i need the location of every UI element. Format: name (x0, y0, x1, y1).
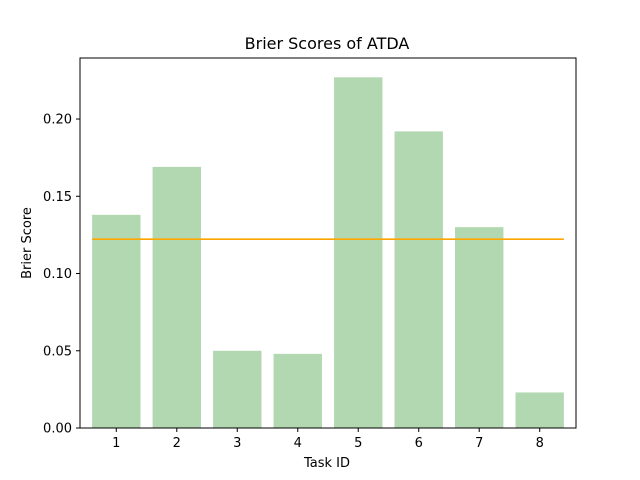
x-tick-label: 1 (112, 436, 120, 451)
y-tick-label: 0.15 (43, 190, 72, 205)
x-tick-label: 6 (415, 436, 423, 451)
axes-frame (79, 57, 577, 429)
chart-title: Brier Scores of ATDA (245, 34, 410, 53)
bar-task-6 (394, 131, 443, 428)
x-axis-ticks: 1 2 3 4 5 6 7 8 (112, 428, 544, 451)
y-axis-ticks: 0.00 0.05 0.10 0.15 0.20 (43, 113, 80, 437)
bar-task-7 (455, 227, 504, 428)
bar-task-3 (213, 350, 262, 428)
x-tick-label: 8 (536, 436, 544, 451)
x-tick-label: 3 (233, 436, 241, 451)
bar-task-8 (515, 392, 564, 428)
x-tick-label: 5 (354, 436, 362, 451)
x-axis-label: Task ID (303, 456, 350, 471)
bar-task-5 (334, 77, 383, 428)
y-tick-label: 0.00 (43, 422, 72, 437)
y-tick-label: 0.10 (43, 267, 72, 282)
x-tick-label: 7 (475, 436, 483, 451)
y-tick-label: 0.20 (43, 113, 72, 128)
y-axis-label: Brier Score (20, 207, 35, 279)
bar-task-4 (273, 353, 322, 428)
y-tick-label: 0.05 (43, 344, 72, 359)
x-tick-label: 2 (173, 436, 181, 451)
bar-task-2 (152, 166, 201, 428)
bar-task-1 (92, 214, 141, 428)
x-tick-label: 4 (294, 436, 302, 451)
bars (92, 77, 564, 428)
